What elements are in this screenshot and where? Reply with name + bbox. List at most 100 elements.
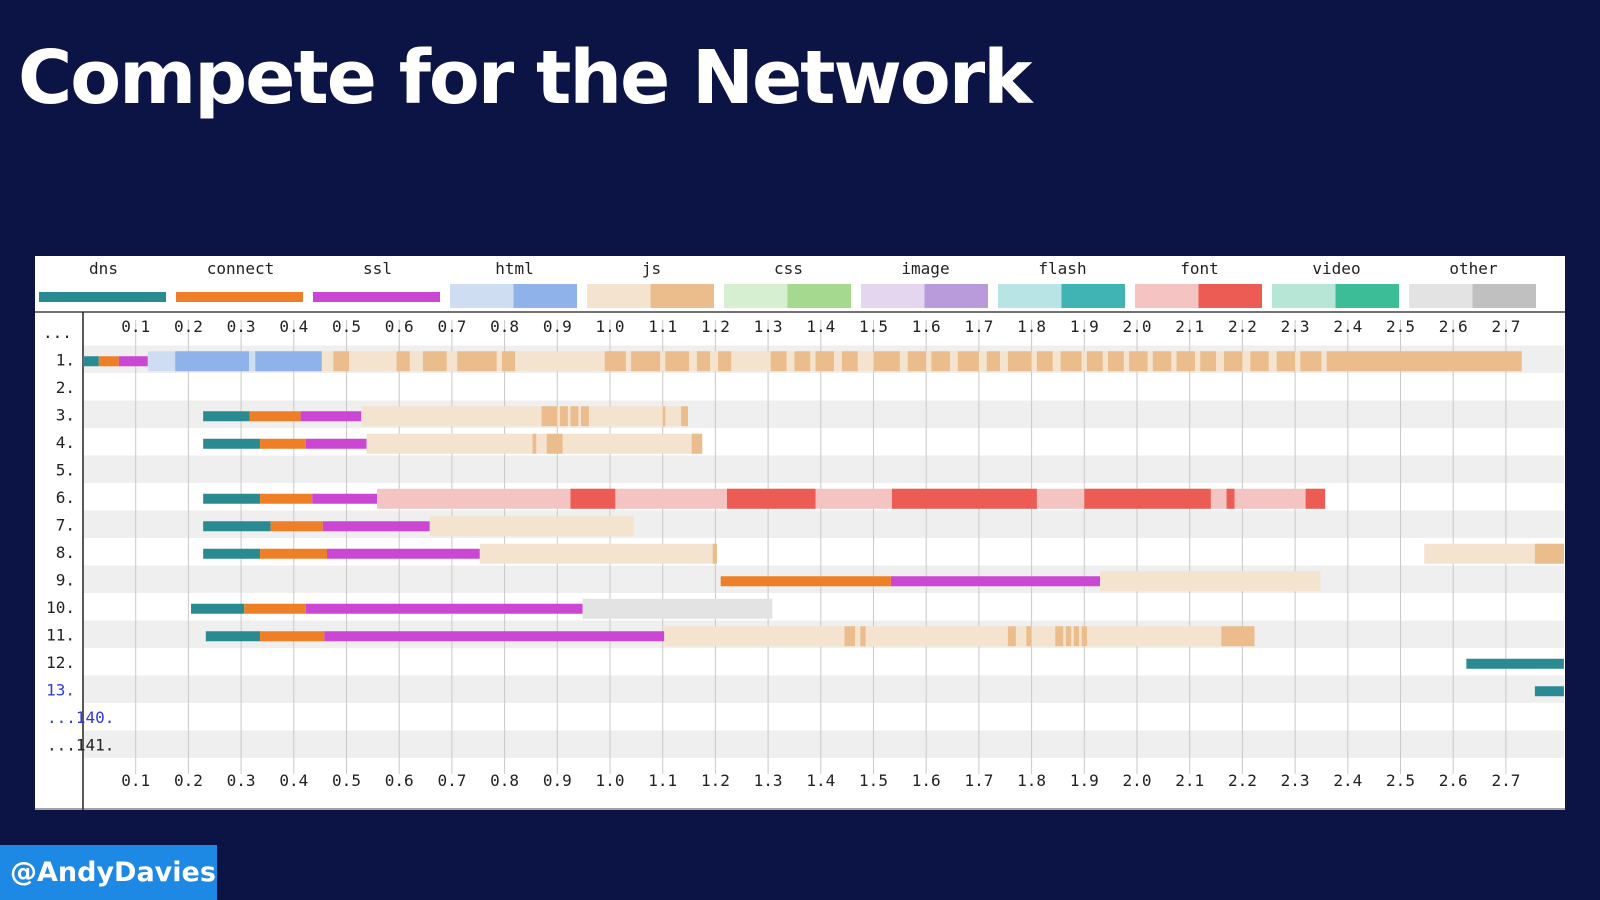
- bar-chunk-js_dark: [1534, 543, 1564, 564]
- row-label: ...140.: [47, 708, 114, 727]
- bar-chunk-js_dark: [1060, 351, 1082, 372]
- bar-ssl: [118, 356, 148, 367]
- row-stripe: [84, 455, 1564, 483]
- x-tick-bottom-2.0: 2.0: [1123, 771, 1152, 790]
- bar-chunk-js_dark: [570, 406, 579, 427]
- x-tick-bottom-2.6: 2.6: [1439, 771, 1468, 790]
- bar-ssl: [312, 493, 378, 504]
- author-handle[interactable]: @AndyDavies: [0, 845, 217, 900]
- bar-connect: [270, 521, 323, 532]
- legend-swatch-image-dark: [924, 284, 988, 308]
- legend-swatch-flash-dark: [1061, 284, 1125, 308]
- bar-js_light: [361, 406, 688, 427]
- x-tick-top-1.3: 1.3: [754, 317, 783, 336]
- bar-chunk-js_dark: [1065, 626, 1072, 647]
- bar-chunk-js_dark: [931, 351, 950, 372]
- bar-chunk-font_dark: [726, 488, 816, 509]
- legend-swatch-flash-light: [998, 284, 1062, 308]
- bar-chunk-js_dark: [681, 406, 688, 427]
- x-tick-bottom-0.3: 0.3: [227, 771, 256, 790]
- legend-swatch-css-dark: [787, 284, 851, 308]
- bar-connect: [249, 411, 301, 422]
- legend-swatch-font-dark: [1198, 284, 1262, 308]
- x-tick-bottom-1.2: 1.2: [701, 771, 730, 790]
- bar-ssl: [890, 576, 1101, 587]
- x-tick-bottom-1.8: 1.8: [1017, 771, 1046, 790]
- bar-ssl: [322, 521, 430, 532]
- legend-swatch-video-dark: [1335, 284, 1399, 308]
- waterfall-chart: dns connect ssl html js css image flash font vide…: [35, 256, 1565, 810]
- bar-chunk-js_dark: [1152, 351, 1172, 372]
- bar-dns: [205, 631, 261, 642]
- bar-chunk-js_dark: [696, 351, 711, 372]
- x-tick-top-1.9: 1.9: [1070, 317, 1099, 336]
- bar-js_light: [664, 626, 1255, 647]
- bar-connect: [720, 576, 891, 587]
- bar-other_light: [582, 598, 773, 619]
- x-tick-top-1.2: 1.2: [701, 317, 730, 336]
- bar-chunk-js_dark: [841, 351, 858, 372]
- bar-dns: [203, 438, 261, 449]
- x-tick-bottom-0.7: 0.7: [437, 771, 466, 790]
- x-tick-top-0.8: 0.8: [490, 317, 519, 336]
- legend-swatch-connect: [176, 292, 303, 302]
- x-tick-top-1.5: 1.5: [859, 317, 888, 336]
- bar-chunk-js_dark: [501, 351, 516, 372]
- x-tick-top-0.3: 0.3: [227, 317, 256, 336]
- x-tick-bottom-0.6: 0.6: [385, 771, 414, 790]
- legend-swatch-image-light: [861, 284, 925, 308]
- bar-chunk-js_dark: [873, 351, 900, 372]
- row-label: 3.: [56, 405, 75, 424]
- bar-ssl: [305, 438, 367, 449]
- x-tick-top-0.1: 0.1: [121, 317, 150, 336]
- legend-swatch-ssl: [313, 292, 440, 302]
- x-tick-bottom-2.5: 2.5: [1386, 771, 1415, 790]
- x-tick-top-1.8: 1.8: [1017, 317, 1046, 336]
- x-tick-bottom-1.3: 1.3: [754, 771, 783, 790]
- bar-chunk-js_dark: [1007, 351, 1032, 372]
- bar-chunk-js_dark: [333, 351, 350, 372]
- bar-chunk-js_dark: [457, 351, 497, 372]
- legend-label-js: js: [642, 259, 661, 278]
- bar-ssl: [327, 548, 480, 559]
- bar-js_light: [479, 543, 717, 564]
- bar-chunk-js_dark: [396, 351, 410, 372]
- legend-swatch-dns: [39, 292, 166, 302]
- bar-chunk-js_dark: [1300, 351, 1322, 372]
- x-tick-bottom-2.4: 2.4: [1333, 771, 1362, 790]
- row-label: 2.: [56, 378, 75, 397]
- legend-swatch-html-light: [450, 284, 514, 308]
- legend-swatch-other-dark: [1472, 284, 1536, 308]
- bar-dns: [1534, 686, 1564, 697]
- bar-chunk-font_dark: [570, 488, 616, 509]
- bar-chunk-js_dark: [422, 351, 447, 372]
- row-stripe: [84, 675, 1564, 703]
- x-tick-bottom-1.7: 1.7: [964, 771, 993, 790]
- x-tick-top-2.3: 2.3: [1281, 317, 1310, 336]
- x-tick-bottom-1.6: 1.6: [912, 771, 941, 790]
- bar-chunk-font_dark: [1226, 488, 1235, 509]
- bar-chunk-js_dark: [844, 626, 856, 647]
- bar-chunk-js_dark: [532, 433, 537, 454]
- legend-label-dns: dns: [89, 259, 118, 278]
- row-label: 7.: [56, 515, 75, 534]
- bar-chunk-js_dark: [662, 406, 666, 427]
- bar-chunk-js_dark: [546, 433, 563, 454]
- legend-swatch-font-light: [1135, 284, 1199, 308]
- bar-js_light: [1424, 543, 1564, 564]
- row-label: 1.: [56, 350, 75, 369]
- row-label: 5.: [56, 460, 75, 479]
- x-tick-bottom-1.9: 1.9: [1070, 771, 1099, 790]
- legend-swatch-other-light: [1409, 284, 1473, 308]
- x-tick-bottom-1.0: 1.0: [596, 771, 625, 790]
- bar-dns: [191, 603, 245, 614]
- bar-dns: [1466, 658, 1564, 669]
- x-tick-bottom-2.7: 2.7: [1491, 771, 1520, 790]
- bar-chunk-js_dark: [631, 351, 661, 372]
- x-tick-top-2.6: 2.6: [1439, 317, 1468, 336]
- legend-swatch-js-dark: [650, 284, 714, 308]
- waterfall-svg: dns connect ssl html js css image flash font vide…: [35, 259, 1565, 810]
- bar-chunk-js_dark: [712, 543, 717, 564]
- slide-title: Compete for the Network: [18, 35, 1032, 121]
- x-tick-bottom-0.5: 0.5: [332, 771, 361, 790]
